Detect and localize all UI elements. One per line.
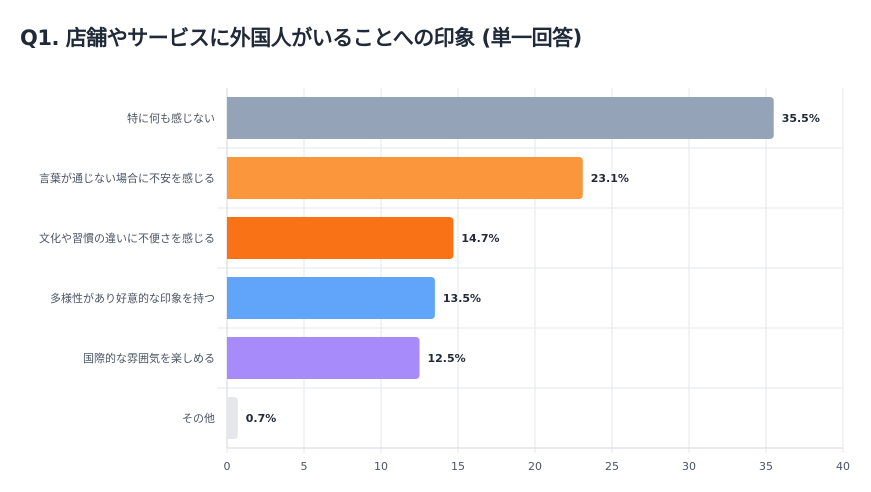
value-label: 13.5%	[443, 292, 481, 305]
category-label: 言葉が通じない場合に不安を感じる	[39, 171, 215, 185]
x-tick-label: 0	[224, 460, 231, 473]
value-label: 14.7%	[461, 232, 499, 245]
x-tick-label: 35	[759, 460, 773, 473]
chart-title: Q1. 店舗やサービスに外国人がいることへの印象 (単一回答)	[20, 26, 582, 50]
bar	[227, 97, 774, 139]
x-tick-label: 25	[605, 460, 619, 473]
value-label: 12.5%	[428, 352, 466, 365]
value-label: 23.1%	[591, 172, 629, 185]
category-label: 国際的な雰囲気を楽しめる	[83, 351, 215, 365]
x-tick-label: 20	[528, 460, 542, 473]
category-label: 多様性があり好意的な印象を持つ	[50, 291, 215, 305]
category-label: その他	[182, 412, 215, 425]
bar	[227, 157, 583, 199]
value-label: 35.5%	[782, 112, 820, 125]
category-label: 文化や習慣の違いに不便さを感じる	[39, 231, 215, 245]
bar	[227, 337, 420, 379]
x-tick-label: 5	[301, 460, 308, 473]
x-tick-label: 15	[451, 460, 465, 473]
x-tick-label: 40	[836, 460, 850, 473]
bar	[227, 277, 435, 319]
bar	[227, 397, 238, 439]
x-tick-label: 10	[374, 460, 388, 473]
bar	[227, 217, 454, 259]
category-label: 特に何も感じない	[127, 111, 215, 125]
x-tick-label: 30	[682, 460, 696, 473]
value-label: 0.7%	[246, 412, 277, 425]
